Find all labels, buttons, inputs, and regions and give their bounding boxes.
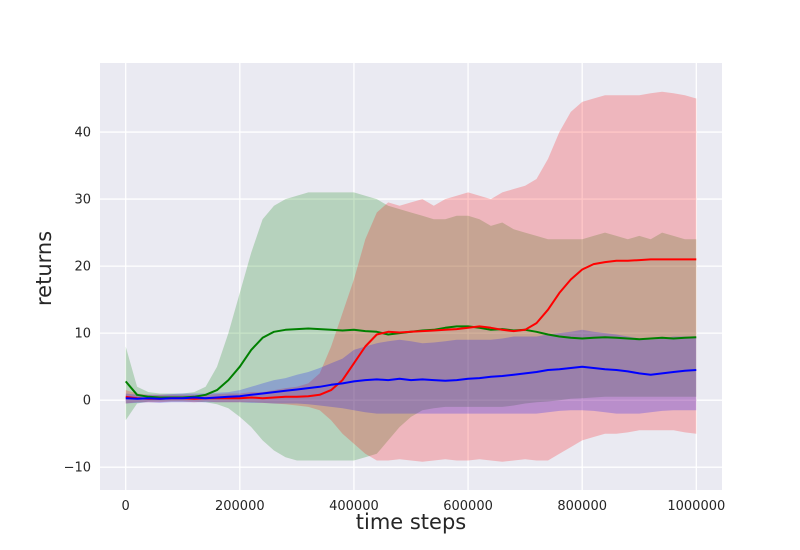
x-tick-label: 400000 [329,499,379,514]
x-tick-label: 600000 [443,499,493,514]
y-tick-label: 30 [74,193,91,208]
y-tick-label: 40 [74,126,91,141]
x-axis-label: time steps [355,510,467,534]
x-tick-label: 200000 [215,499,265,514]
y-tick-label: 10 [74,327,91,342]
blue-line [125,365,697,400]
y-tick-label: −10 [64,461,91,476]
y-axis-label: returns [32,230,56,306]
y-tick-label: 20 [74,260,91,275]
plot-background [100,63,722,490]
x-tick-label: 0 [122,499,130,514]
y-tick-label: 0 [83,394,91,409]
x-tick-label: 1000000 [667,499,725,514]
x-tick-label: 800000 [557,499,607,514]
